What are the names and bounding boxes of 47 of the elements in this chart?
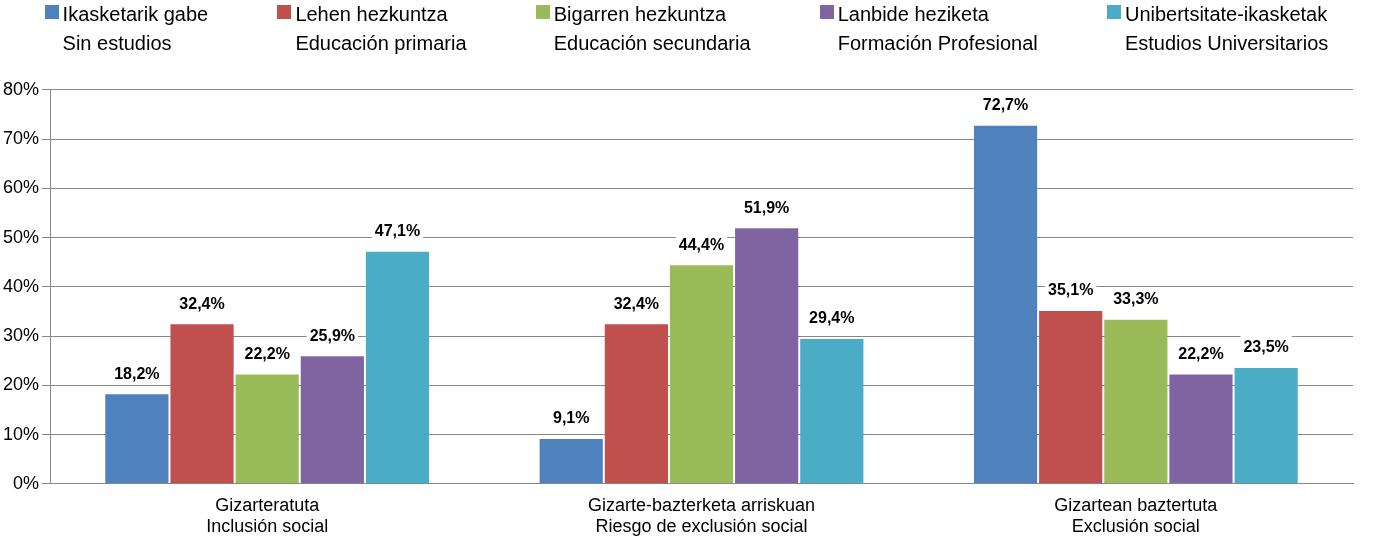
bar [1104,319,1168,484]
data-label: 47,1% [374,222,421,240]
data-label: 25,9% [309,326,356,344]
data-label: 29,4% [809,309,855,327]
x-tick-label: Gizarte-bazterketa arriskuan Riesgo de exclusión social [587,494,816,537]
data-label: 33,3% [1113,290,1159,308]
y-tick-label: 80% [3,78,40,99]
bar [170,324,234,484]
y-tick-label: 20% [3,374,40,395]
x-tick-label: Gizarteratuta Inclusión social [206,494,329,537]
x-tick-label: Gizartean baztertuta Exclusión social [1054,494,1219,537]
legend-label: Bigarren hezkuntza Educación secundaria [553,2,751,56]
bar [604,324,668,484]
y-tick-label: 50% [3,226,40,247]
bar [1234,368,1298,484]
bar [365,251,430,484]
data-label: 23,5% [1243,338,1289,356]
bar [1039,310,1103,484]
data-label: 72,7% [982,96,1029,114]
y-tick-label: 60% [3,177,40,198]
y-tick-label: 70% [3,128,40,149]
data-label: 18,2% [114,364,160,382]
data-label: 32,4% [179,294,225,312]
y-tick-label: 0% [13,472,40,493]
y-tick-label: 30% [3,325,40,346]
data-label: 9,1% [552,409,590,427]
data-label: 22,2% [1178,344,1224,362]
bar [973,125,1038,484]
bar [1169,374,1233,484]
data-label: 44,4% [678,235,725,253]
legend-label: Unibertsitate-ikasketak Estudios Universitarios [1124,2,1329,56]
y-tick-label: 40% [3,275,40,296]
data-label: 32,4% [613,294,660,312]
legend-label: Lehen hezkuntza Educación primaria [295,2,467,56]
bar [800,339,864,484]
bar [105,394,169,484]
bar [735,228,799,484]
bar [235,374,299,484]
data-label: 35,1% [1048,281,1094,299]
legend-label: Lanbide heziketa Formación Profesional [837,2,1038,56]
y-tick-label: 10% [3,423,40,444]
bar [669,265,734,484]
data-label: 51,9% [743,198,790,216]
bar [539,438,603,484]
data-label: 22,2% [244,344,290,362]
legend-label: Ikasketarik gabe Sin estudios [62,2,209,56]
bar [300,356,364,484]
